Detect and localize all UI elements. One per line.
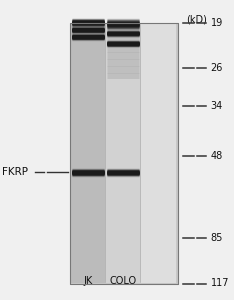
Text: 48: 48 (211, 151, 223, 160)
Text: JK: JK (83, 277, 92, 286)
Bar (140, 23, 176, 283)
Text: 19: 19 (211, 17, 223, 28)
Bar (70, 22, 178, 284)
Bar (70, 23, 105, 283)
Text: COLO: COLO (109, 277, 136, 286)
Text: (kD): (kD) (186, 15, 207, 25)
Text: 117: 117 (211, 278, 229, 289)
Text: 26: 26 (211, 62, 223, 73)
Bar (70, 22, 178, 284)
Bar (105, 23, 140, 283)
Text: 85: 85 (211, 232, 223, 243)
Text: FKRP: FKRP (2, 167, 28, 178)
Text: 34: 34 (211, 101, 223, 111)
